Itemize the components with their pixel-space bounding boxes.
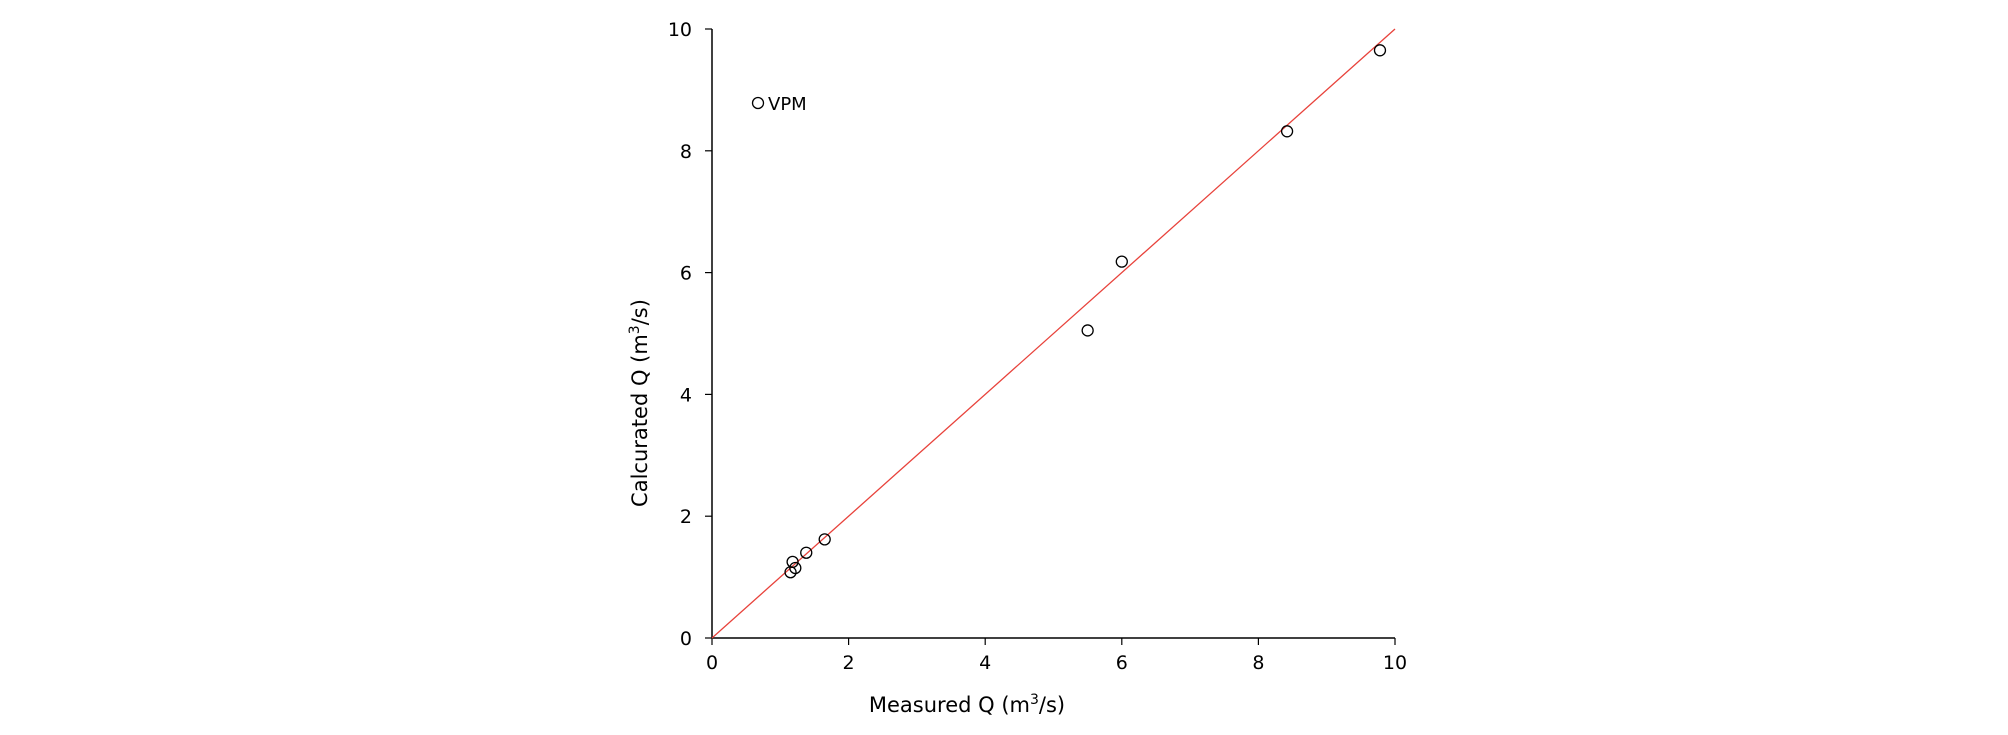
- data-points: [784, 44, 1387, 579]
- data-point: [1081, 324, 1094, 337]
- y-tick-label: 4: [680, 384, 692, 406]
- y-tick-label: 8: [680, 141, 692, 163]
- y-tick-label: 10: [668, 19, 692, 41]
- data-point: [1115, 255, 1128, 268]
- legend-label: VPM: [768, 94, 807, 115]
- data-point: [1373, 44, 1387, 57]
- data-point: [786, 555, 799, 569]
- reference-line: [711, 28, 1396, 639]
- y-tick-label: 0: [680, 628, 692, 650]
- x-axis-title: Measured Q (m3/s): [869, 692, 1065, 717]
- data-point: [818, 533, 831, 546]
- x-tick-label: 10: [1383, 652, 1407, 674]
- x-tick-label: 8: [1252, 652, 1264, 674]
- x-tick-label: 2: [843, 652, 855, 674]
- data-point: [800, 546, 813, 559]
- y-tick-label: 2: [680, 506, 692, 528]
- data-point: [789, 561, 802, 575]
- y-tick-label: 6: [680, 263, 692, 285]
- x-tick-label: 6: [1116, 652, 1128, 674]
- ticks: 0 2 4 6 8 10 0 2 4 6 8 10: [668, 19, 1407, 674]
- y-axis-title: Calcurated Q (m3/s): [627, 299, 652, 507]
- legend: VPM: [751, 94, 807, 115]
- x-tick-label: 0: [706, 652, 718, 674]
- x-tick-label: 4: [979, 652, 991, 674]
- axes: [711, 29, 1395, 639]
- reference-line-group: [711, 28, 1396, 639]
- legend-marker: [751, 96, 765, 110]
- data-point: [1280, 125, 1294, 138]
